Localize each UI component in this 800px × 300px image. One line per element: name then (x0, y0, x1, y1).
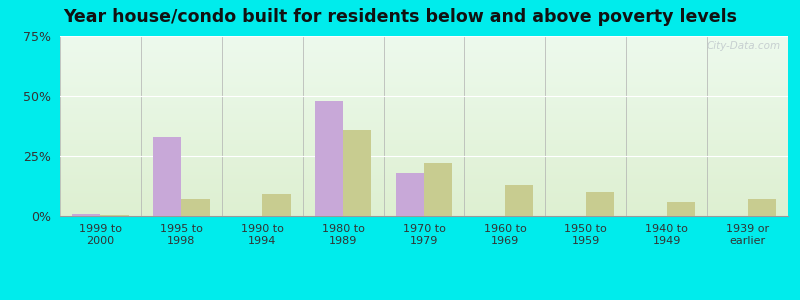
Bar (153, 137, 182, 216)
Bar (586, 192, 614, 216)
Bar (72, 214, 101, 216)
Bar (262, 194, 290, 216)
Bar (315, 101, 343, 216)
Bar (396, 173, 424, 216)
Bar (666, 202, 695, 216)
Bar (424, 163, 452, 216)
Bar (343, 130, 371, 216)
Bar (505, 185, 534, 216)
Text: Year house/condo built for residents below and above poverty levels: Year house/condo built for residents bel… (63, 8, 737, 26)
Bar (101, 215, 129, 216)
Bar (747, 199, 776, 216)
Bar (182, 199, 210, 216)
Text: City-Data.com: City-Data.com (706, 41, 781, 51)
